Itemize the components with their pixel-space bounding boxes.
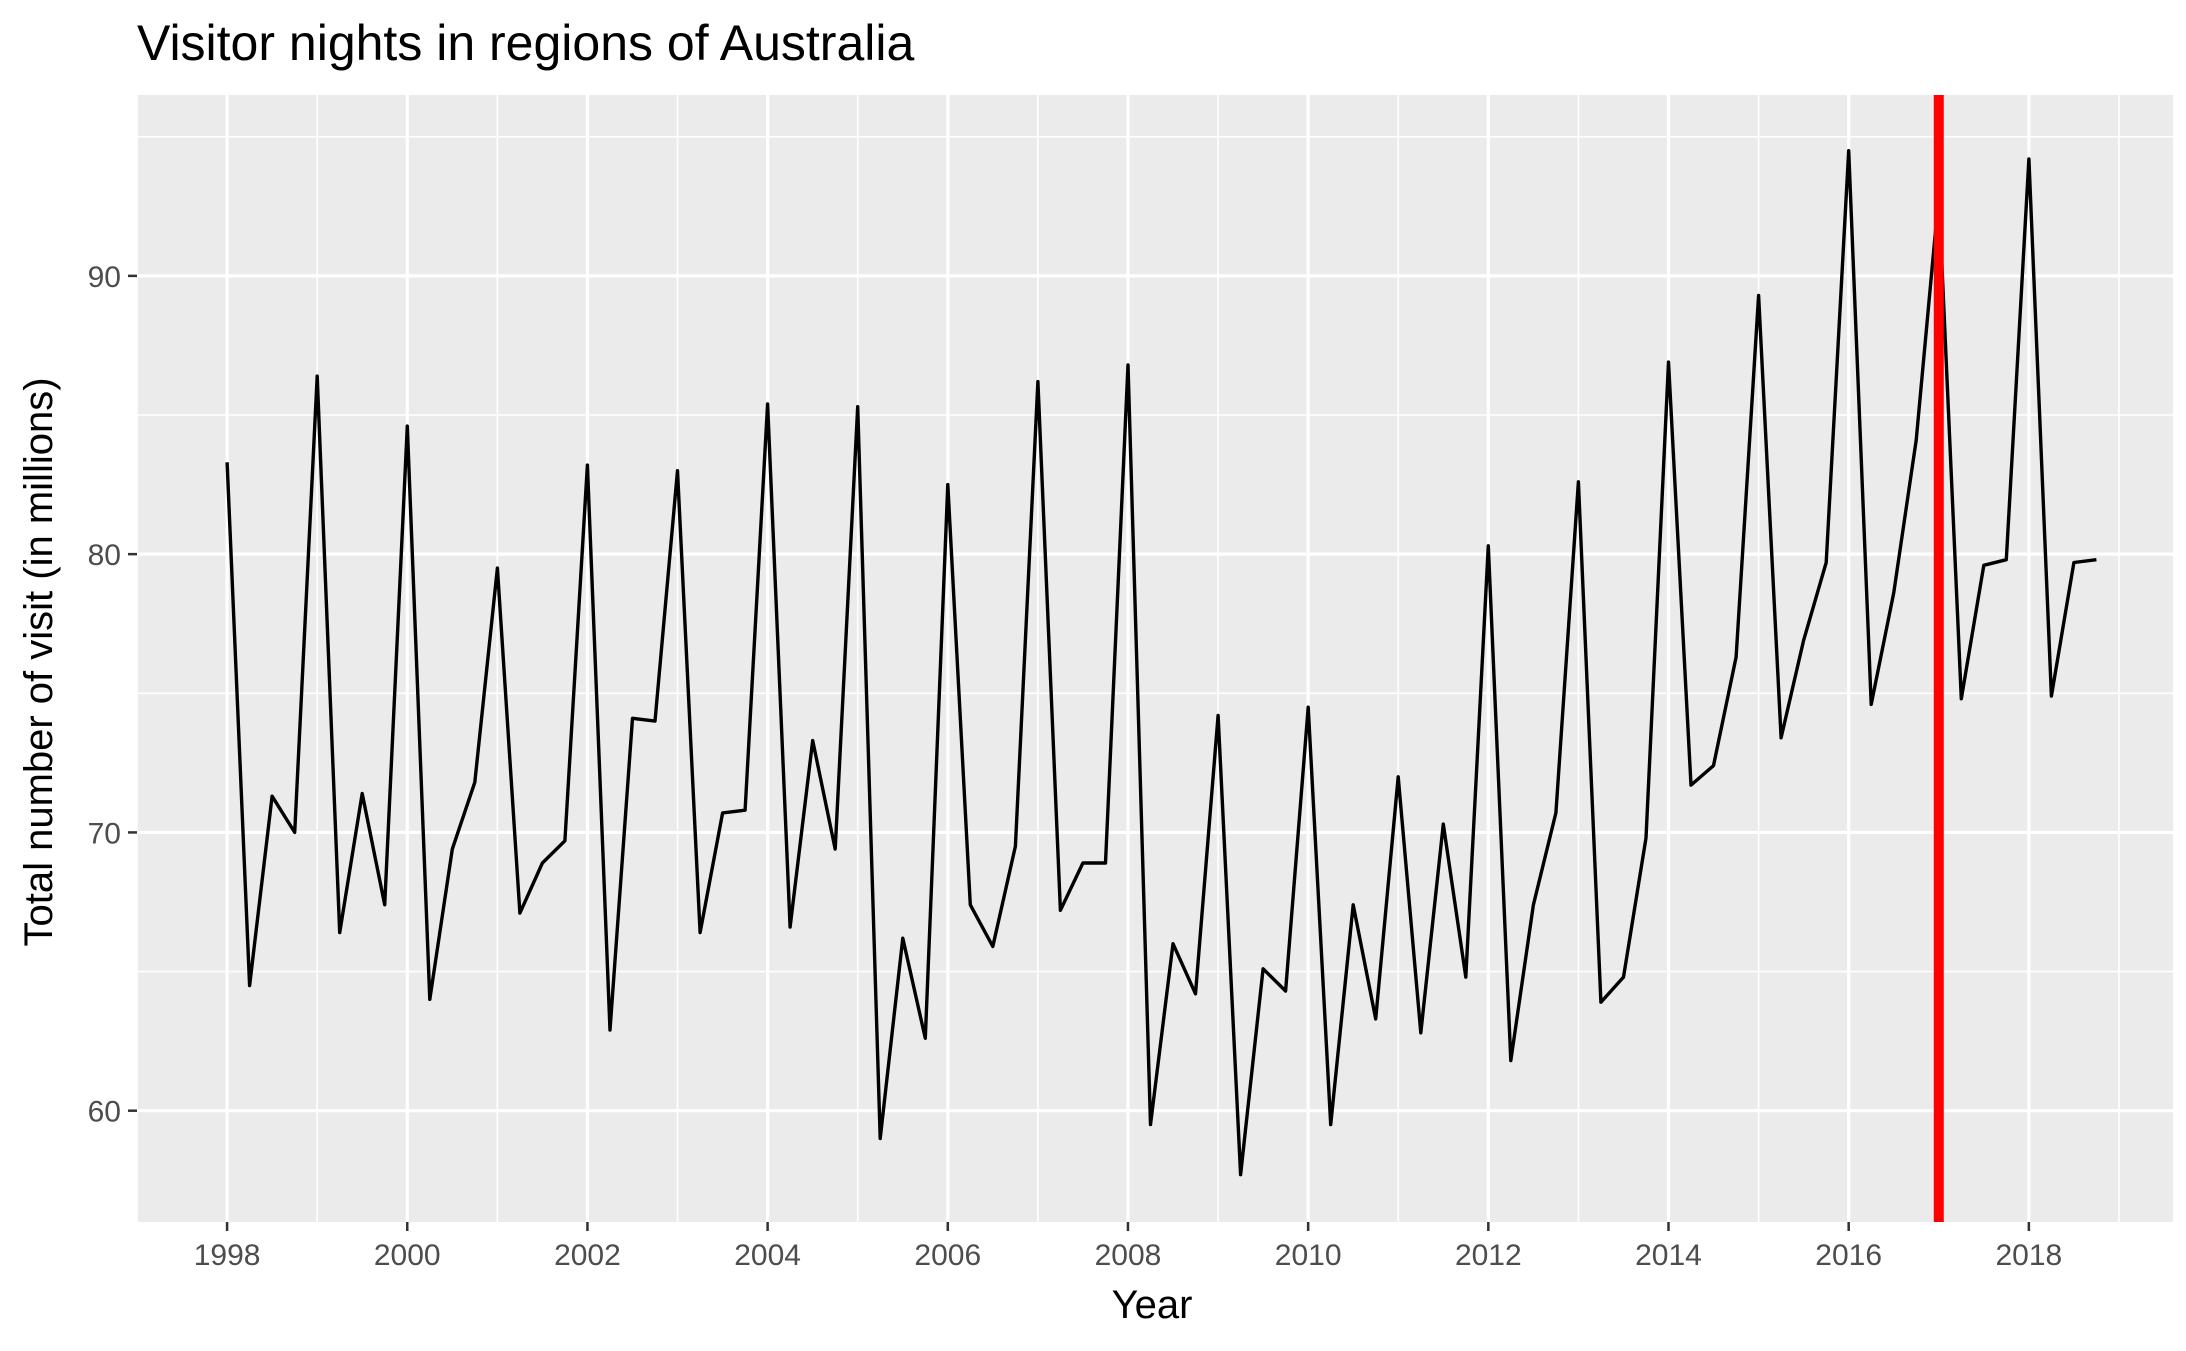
x-axis-title: Year	[1112, 1283, 1193, 1327]
y-tick-label: 60	[88, 1096, 121, 1129]
x-tick-label: 2008	[1095, 1239, 1162, 1272]
x-axis-ticks: 1998 2000 2002 2004 2006 2008 2010 2012 2014 2016…	[194, 1222, 2062, 1272]
x-tick-label: 2018	[1995, 1239, 2062, 1272]
y-axis-title: Total number of visit (in millions)	[17, 377, 61, 946]
series-line	[225, 149, 2097, 1177]
x-tick-label: 1998	[194, 1239, 261, 1272]
x-tick-label: 2004	[734, 1239, 801, 1272]
x-tick-label: 2006	[914, 1239, 981, 1272]
x-tick-label: 2000	[374, 1239, 441, 1272]
y-tick-label: 90	[88, 261, 121, 294]
grid-major	[137, 95, 2173, 1222]
y-axis-ticks: 60 70 80 90	[88, 261, 137, 1129]
plot-panel	[137, 95, 2173, 1222]
x-tick-label: 2010	[1275, 1239, 1342, 1272]
x-tick-label: 2012	[1455, 1239, 1522, 1272]
x-tick-label: 2016	[1815, 1239, 1882, 1272]
y-tick-label: 70	[88, 817, 121, 850]
y-tick-label: 80	[88, 539, 121, 572]
x-tick-label: 2002	[554, 1239, 621, 1272]
chart-title: Visitor nights in regions of Australia	[137, 15, 914, 71]
x-tick-label: 2014	[1635, 1239, 1702, 1272]
